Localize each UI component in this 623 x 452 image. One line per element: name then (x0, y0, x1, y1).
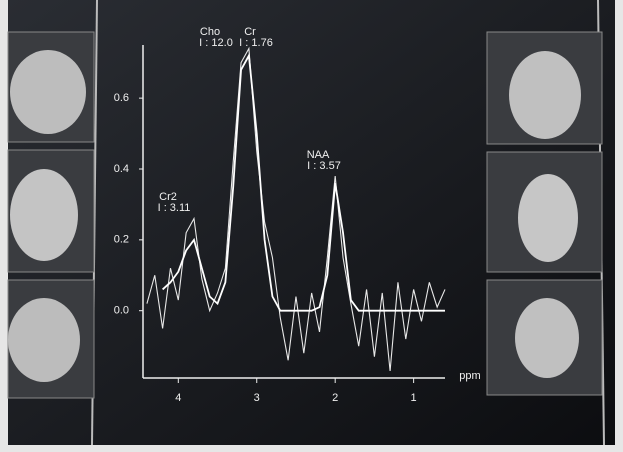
x-tick-label: 1 (411, 392, 417, 404)
left-images (8, 32, 94, 398)
annotation-text: I : 3.57 (307, 160, 341, 172)
y-tick-label: 0.0 (114, 305, 129, 317)
annotation-text: I : 3.11 (158, 202, 191, 214)
x-tick-label: 3 (254, 392, 260, 404)
y-tick-label: 0.4 (114, 163, 129, 175)
x-tick-label: 2 (332, 392, 338, 404)
x-tick-label: 4 (175, 392, 181, 404)
right-images (487, 32, 602, 395)
y-tick-label: 0.2 (114, 234, 129, 246)
chart: ppm 0.00.20.40.64321ChoI : 12.0CrI : 1.7… (0, 0, 623, 452)
annotation-text: I : 12.0 (199, 37, 233, 49)
annotation-text: I : 1.76 (239, 37, 273, 49)
page: ppm 0.00.20.40.64321ChoI : 12.0CrI : 1.7… (0, 0, 623, 452)
y-tick-label: 0.6 (114, 92, 129, 104)
x-axis-label: ppm (459, 370, 480, 382)
